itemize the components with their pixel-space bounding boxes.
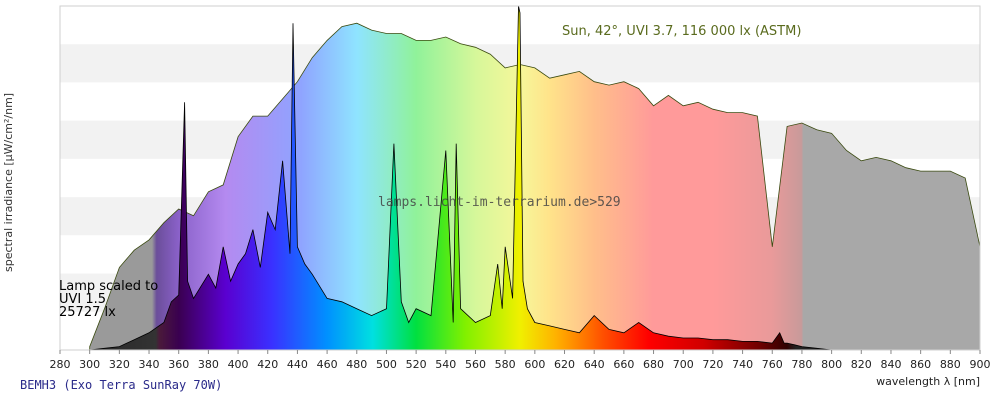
x-tick-label: 620: [554, 358, 575, 371]
lamp-spectrum-area: [89, 5, 832, 351]
x-tick-label: 720: [702, 358, 723, 371]
x-tick-label: 420: [257, 358, 278, 371]
lamp-annotation-line3: 25727 lx: [59, 305, 116, 320]
sun-spectrum-area: [89, 22, 981, 351]
x-tick-label: 840: [880, 358, 901, 371]
x-tick-label: 820: [851, 358, 872, 371]
x-axis-label: wavelength λ [nm]: [876, 375, 980, 388]
x-tick-label: 880: [940, 358, 961, 371]
x-tick-label: 360: [168, 358, 189, 371]
x-tick-label: 400: [228, 358, 249, 371]
sun-annotation: Sun, 42°, UVI 3.7, 116 000 lx (ASTM): [562, 24, 801, 39]
x-tick-label: 900: [970, 358, 991, 371]
lamp-annotation-line1: Lamp scaled to: [59, 279, 158, 294]
watermark-text: lamps.licht-im-terrarium.de>529: [378, 195, 621, 210]
x-tick-label: 560: [465, 358, 486, 371]
lamp-name-footer: BEMH3 (Exo Terra SunRay 70W): [20, 378, 222, 392]
x-tick-label: 440: [287, 358, 308, 371]
x-tick-label: 460: [317, 358, 338, 371]
y-axis-label: spectral irradiance [µW/cm²/nm]: [2, 93, 15, 272]
x-tick-label: 340: [139, 358, 160, 371]
plot-frame: [59, 5, 981, 351]
x-tick-label: 580: [495, 358, 516, 371]
x-tick-label: 740: [732, 358, 753, 371]
x-tick-label: 280: [50, 358, 71, 371]
x-tick-label: 660: [613, 358, 634, 371]
x-tick-label: 480: [346, 358, 367, 371]
x-tick-label: 860: [910, 358, 931, 371]
x-tick-label: 540: [435, 358, 456, 371]
x-tick-label: 300: [79, 358, 100, 371]
x-tick-label: 320: [109, 358, 130, 371]
x-tick-label: 800: [821, 358, 842, 371]
x-tick-label: 700: [673, 358, 694, 371]
x-tick-label: 780: [791, 358, 812, 371]
x-tick-label: 680: [643, 358, 664, 371]
x-tick-label: 600: [524, 358, 545, 371]
x-tick-label: 520: [406, 358, 427, 371]
x-tick-label: 500: [376, 358, 397, 371]
x-tick-label: 380: [198, 358, 219, 371]
x-axis-ticks: 280 300 320 340 360 380 400 420 440 460 480 500 520 5…: [50, 350, 991, 371]
lamp-annotation-line2: UVI 1.5: [59, 292, 106, 307]
x-tick-label: 640: [584, 358, 605, 371]
x-tick-label: 760: [762, 358, 783, 371]
